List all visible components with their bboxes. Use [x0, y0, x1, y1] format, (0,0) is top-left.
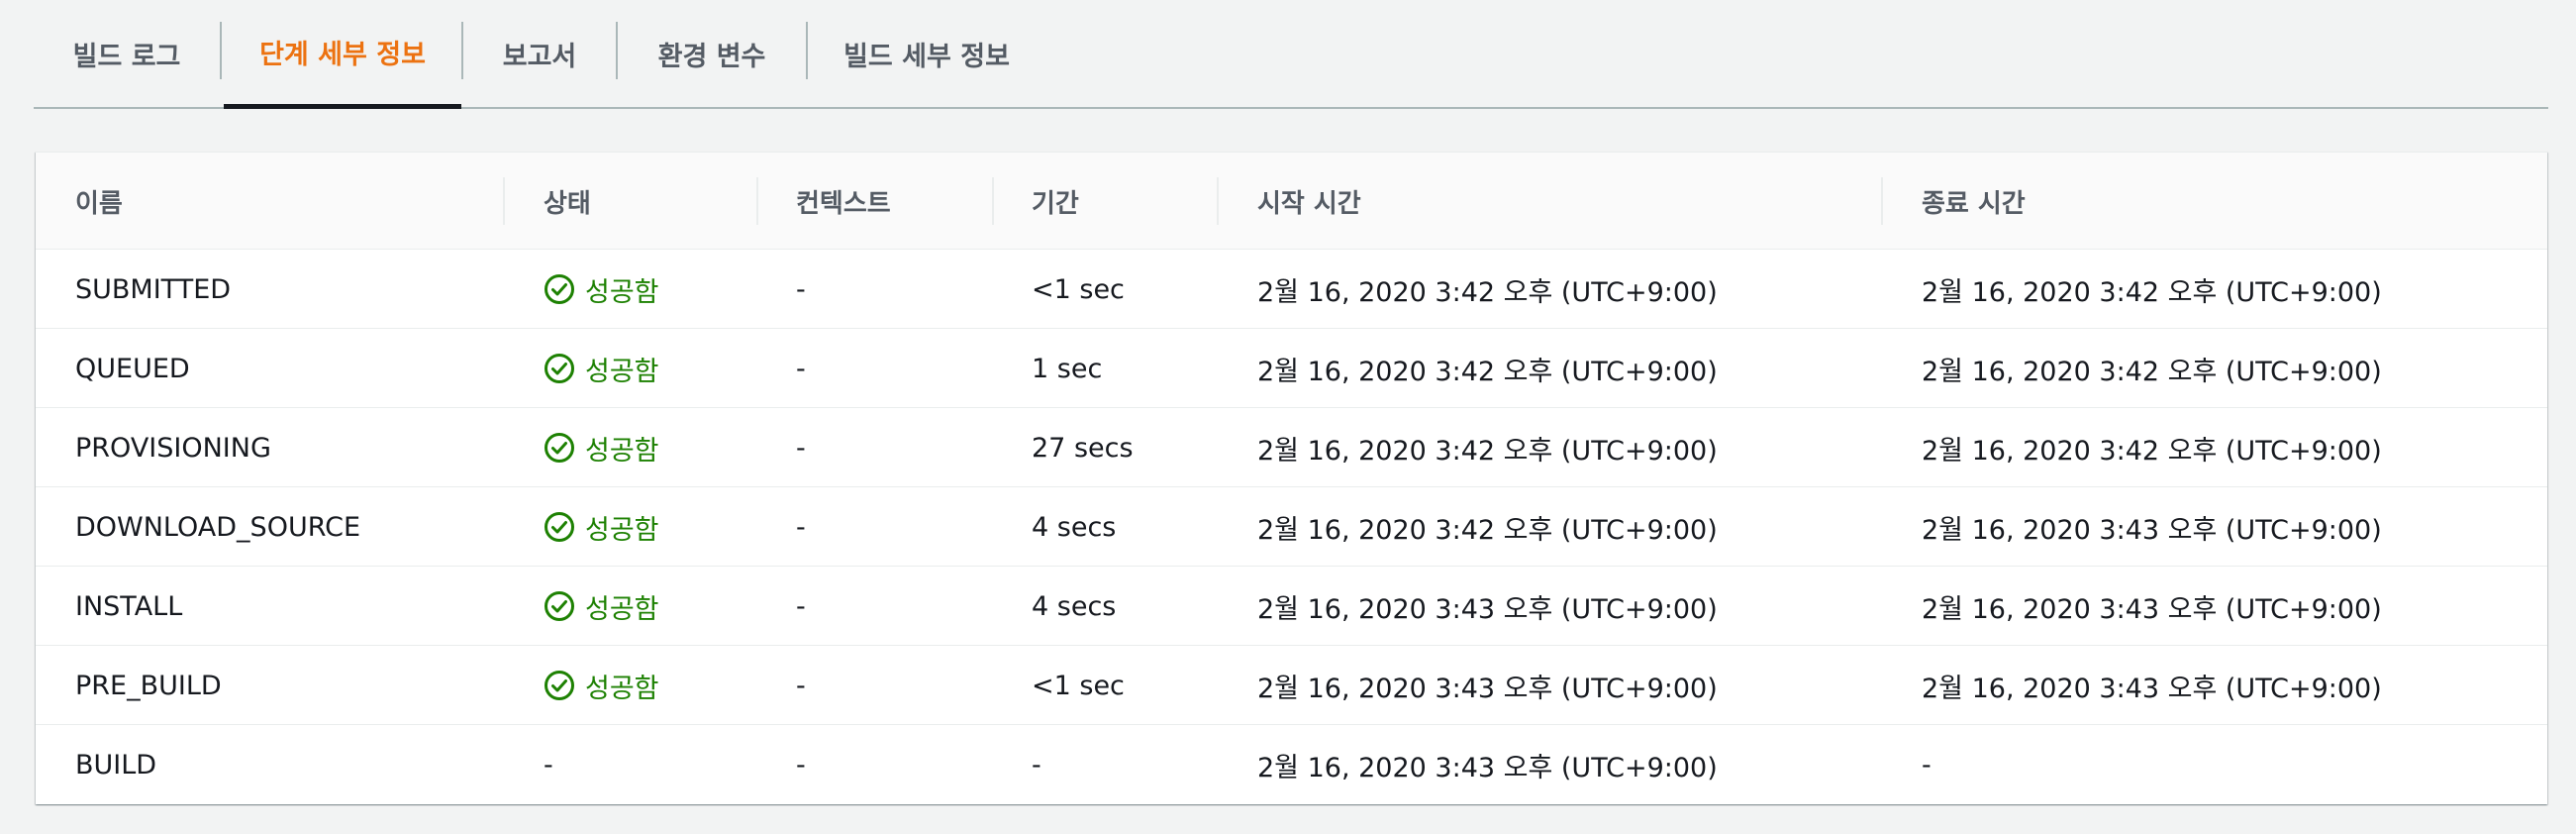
column-divider[interactable] [992, 177, 994, 225]
column-header-end-time: 종료 시간 [1922, 188, 2026, 219]
context-value: - [796, 432, 806, 464]
duration-value: <1 sec [1032, 273, 1125, 305]
check-circle-icon [544, 432, 575, 464]
check-circle-icon [544, 511, 575, 543]
check-circle-icon [544, 670, 575, 701]
end-time-value: 2월 16, 2020 3:43 오후 (UTC+9:00) [1922, 673, 2382, 704]
column-divider[interactable] [756, 177, 758, 225]
context-value: - [796, 511, 806, 543]
duration-value: 1 sec [1032, 353, 1103, 384]
start-time-value: 2월 16, 2020 3:43 오후 (UTC+9:00) [1257, 752, 1718, 783]
duration-value: 4 secs [1032, 511, 1117, 543]
status-text: 성공함 [585, 276, 659, 308]
start-time-value: 2월 16, 2020 3:43 오후 (UTC+9:00) [1257, 593, 1718, 625]
context-value: - [796, 749, 806, 781]
status-cell: 성공함 [544, 329, 659, 408]
tab-divider [461, 22, 463, 79]
status-cell: - [544, 725, 553, 804]
status-text: 성공함 [585, 673, 659, 704]
start-time-value: 2월 16, 2020 3:42 오후 (UTC+9:00) [1257, 435, 1718, 467]
phase-name: INSTALL [75, 590, 183, 622]
start-time-value: 2월 16, 2020 3:42 오후 (UTC+9:00) [1257, 356, 1718, 387]
table-row: QUEUED 성공함 - 1 sec 2월 16, 2020 3:42 오후 (UTC+… [36, 329, 2547, 408]
column-header-name: 이름 [75, 188, 123, 219]
table-row: BUILD - - - 2월 16, 2020 3:43 오후 (UTC+9:00) - [36, 725, 2547, 804]
status-text: 성공함 [585, 435, 659, 467]
tab-build-details[interactable]: 빌드 세부 정보 [843, 41, 1010, 72]
phase-name: DOWNLOAD_SOURCE [75, 511, 361, 543]
phase-name: PRE_BUILD [75, 670, 222, 701]
phase-name: PROVISIONING [75, 432, 271, 464]
column-divider[interactable] [1881, 177, 1883, 225]
column-header-start-time: 시작 시간 [1257, 188, 1361, 219]
check-circle-icon [544, 273, 575, 305]
check-circle-icon [544, 353, 575, 384]
end-time-value: 2월 16, 2020 3:42 오후 (UTC+9:00) [1922, 276, 2382, 308]
tab-build-logs[interactable]: 빌드 로그 [72, 41, 181, 72]
status-cell: 성공함 [544, 408, 659, 487]
status-cell: 성공함 [544, 487, 659, 567]
duration-value: 27 secs [1032, 432, 1134, 464]
end-time-value: 2월 16, 2020 3:43 오후 (UTC+9:00) [1922, 514, 2382, 546]
status-cell: 성공함 [544, 646, 659, 725]
tab-divider [616, 22, 618, 79]
status-text: - [544, 749, 553, 781]
end-time-value: 2월 16, 2020 3:42 오후 (UTC+9:00) [1922, 435, 2382, 467]
tab-phase-details[interactable]: 단계 세부 정보 [224, 0, 461, 109]
tab-divider [806, 22, 808, 79]
start-time-value: 2월 16, 2020 3:42 오후 (UTC+9:00) [1257, 276, 1718, 308]
tab-bar: 빌드 로그 단계 세부 정보 보고서 환경 변수 빌드 세부 정보 [34, 0, 2548, 109]
phase-name: QUEUED [75, 353, 190, 384]
context-value: - [796, 670, 806, 701]
start-time-value: 2월 16, 2020 3:43 오후 (UTC+9:00) [1257, 673, 1718, 704]
column-divider[interactable] [1217, 177, 1219, 225]
duration-value: 4 secs [1032, 590, 1117, 622]
phase-name: BUILD [75, 749, 157, 781]
end-time-value: 2월 16, 2020 3:42 오후 (UTC+9:00) [1922, 356, 2382, 387]
check-circle-icon [544, 590, 575, 622]
start-time-value: 2월 16, 2020 3:42 오후 (UTC+9:00) [1257, 514, 1718, 546]
phase-name: SUBMITTED [75, 273, 232, 305]
context-value: - [796, 273, 806, 305]
end-time-value: 2월 16, 2020 3:43 오후 (UTC+9:00) [1922, 593, 2382, 625]
phase-details-table: 이름 상태 컨텍스트 기간 시작 시간 종료 시간 SUBMITTED 성공함 - <… [36, 152, 2547, 804]
tab-reports[interactable]: 보고서 [502, 41, 577, 72]
table-row: PRE_BUILD 성공함 - <1 sec 2월 16, 2020 3:43 오후 (… [36, 646, 2547, 725]
table-row: SUBMITTED 성공함 - <1 sec 2월 16, 2020 3:42 오후 (… [36, 250, 2547, 329]
status-text: 성공함 [585, 514, 659, 546]
status-cell: 성공함 [544, 250, 659, 329]
table-row: INSTALL 성공함 - 4 secs 2월 16, 2020 3:43 오후 (UT… [36, 567, 2547, 646]
column-header-status: 상태 [544, 188, 591, 219]
status-text: 성공함 [585, 593, 659, 625]
context-value: - [796, 590, 806, 622]
tab-environment-variables[interactable]: 환경 변수 [657, 41, 766, 72]
column-header-context: 컨텍스트 [796, 188, 891, 219]
column-divider[interactable] [503, 177, 505, 225]
tab-divider [220, 22, 222, 79]
column-header-duration: 기간 [1032, 188, 1079, 219]
table-row: PROVISIONING 성공함 - 27 secs 2월 16, 2020 3:42 … [36, 408, 2547, 487]
duration-value: - [1032, 749, 1041, 781]
table-header: 이름 상태 컨텍스트 기간 시작 시간 종료 시간 [36, 153, 2547, 250]
end-time-value: - [1922, 749, 1932, 781]
status-cell: 성공함 [544, 567, 659, 646]
duration-value: <1 sec [1032, 670, 1125, 701]
table-row: DOWNLOAD_SOURCE 성공함 - 4 secs 2월 16, 2020 3:4… [36, 487, 2547, 567]
status-text: 성공함 [585, 356, 659, 387]
context-value: - [796, 353, 806, 384]
